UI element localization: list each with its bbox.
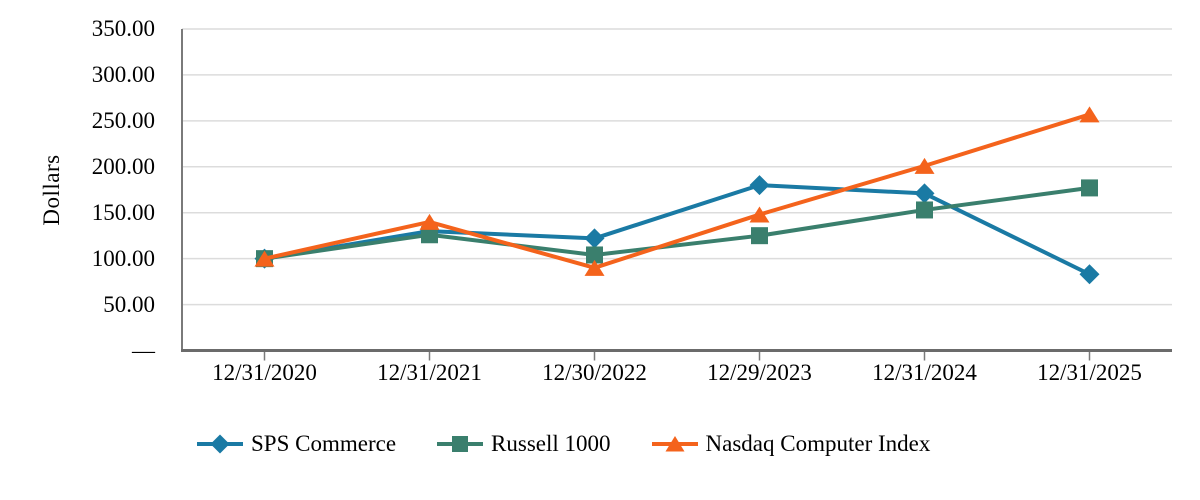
legend: SPS Commerce Russell 1000 Nasdaq Computer … [197,429,930,459]
triangle-marker [749,206,770,223]
legend-item-nasdaq-computer-index: Nasdaq Computer Index [651,429,931,459]
y-axis-label: — [132,337,155,363]
triangle-legend-icon [651,436,698,452]
series-sps-commerce [254,175,1100,285]
legend-item-sps-commerce: SPS Commerce [197,429,396,459]
y-axis-label: 200.00 [91,153,155,179]
legend-label: SPS Commerce [251,431,397,456]
x-axis-label: 12/31/2020 [212,360,317,385]
diamond-marker [914,183,935,204]
line-nasdaq-computer-index [262,112,1092,270]
x-axis-ticks [263,352,1091,361]
triangle-marker [584,259,605,276]
diamond-legend-icon [197,434,243,454]
legend-label: Nasdaq Computer Index [705,431,931,456]
y-axis-label: 250.00 [91,107,155,133]
triangle-marker [914,157,935,174]
x-axis-label: 12/31/2025 [1037,360,1142,385]
triangle-marker [254,250,275,267]
legend-item-russell-1000: Russell 1000 [437,429,611,459]
y-axis-label: 300.00 [91,61,155,87]
square-marker [916,201,933,219]
x-axis-label: 12/30/2022 [542,360,647,385]
y-axis-label: 100.00 [91,245,155,271]
diamond-marker [1079,264,1100,285]
square-marker [421,226,438,244]
series-russell-1000 [256,179,1098,268]
square-marker [1081,179,1098,197]
square-marker [751,227,768,245]
x-axis-label: 12/31/2024 [872,360,977,385]
y-axis-label: 50.00 [103,291,155,317]
gridlines [182,28,1172,306]
series-nasdaq-computer-index [254,106,1100,276]
square-legend-icon [437,436,484,452]
triangle-marker [419,213,440,230]
y-axis-label: 350.00 [91,16,155,41]
x-axis-label: 12/31/2021 [377,360,482,385]
square-marker [586,246,603,264]
x-axis-label: 12/29/2023 [707,360,812,385]
triangle-marker [1079,106,1100,123]
diamond-marker [749,175,770,196]
legend-label: Russell 1000 [491,431,611,456]
y-axis-label: 150.00 [91,199,155,225]
line-russell-1000 [262,185,1092,261]
diamond-marker [584,228,605,249]
